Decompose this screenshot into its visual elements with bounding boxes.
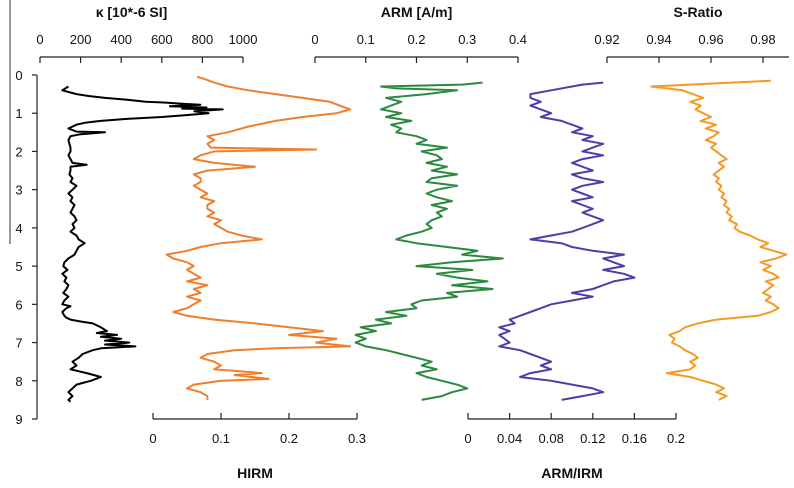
x-tick-label: 0.12 [580,431,605,446]
x-tick-label: 1000 [229,32,258,47]
x-tick-label: 800 [192,32,214,47]
y-tick-label: 6 [15,297,22,312]
x-tick-label: 0 [464,431,471,446]
panel-1: 0 200 400 600 800 1000 κ [10*-6 SI] [36,4,258,403]
y-tick-label: 5 [15,259,22,274]
series-line-2 [165,75,352,400]
x-tick-label: 0.1 [357,32,375,47]
panel-3: 0 0.1 0.2 0.3 0.4 ARM [A/m] [311,4,527,401]
chart-panels: 0 200 400 600 800 1000 κ [10*-6 SI] 0 0.1 0.2 0.3 H… [36,4,789,481]
y-tick-label: 4 [15,221,22,236]
x-tick-label: 0 [149,431,156,446]
x-tick-label: 0.98 [750,32,775,47]
x-tick-label: 600 [151,32,173,47]
y-tick-label: 2 [15,144,22,159]
panel-5: 0.92 0.94 0.96 0.98 S-Ratio [594,4,789,401]
x-tick-label: 0.08 [539,431,564,446]
y-tick-label: 1 [15,106,22,121]
x-tick-label: 0.94 [646,32,671,47]
series-line-5 [650,79,788,401]
panel-title: HIRM [237,465,273,481]
x-tick-label: 0.92 [594,32,619,47]
x-tick-label: 0.3 [458,32,476,47]
series-line-4 [498,81,636,401]
panel-title: κ [10*-6 SI] [96,4,168,20]
y-tick-label: 7 [15,336,22,351]
panel-title: S-Ratio [674,4,723,20]
depth-axis: 0 1 2 3 4 5 6 7 8 9 [9,0,38,427]
y-tick-label: 8 [15,374,22,389]
x-tick-label: 0.2 [667,431,685,446]
x-tick-label: 400 [110,32,132,47]
series-line-3 [354,81,504,401]
panel-4: 0 0.04 0.08 0.12 0.16 0.2 ARM/IRM [464,81,685,481]
x-tick-label: 200 [70,32,92,47]
y-tick-label: 3 [15,183,22,198]
panel-2: 0 0.1 0.2 0.3 HIRM [149,75,366,481]
x-tick-label: 0 [36,32,43,47]
x-tick-label: 0.1 [212,431,230,446]
series-line-1 [61,85,224,403]
x-tick-label: 0.4 [509,32,527,47]
x-tick-label: 0 [311,32,318,47]
panel-title: ARM/IRM [541,465,602,481]
x-tick-label: 0.16 [622,431,647,446]
x-tick-label: 0.2 [280,431,298,446]
x-tick-label: 0.04 [497,431,522,446]
y-tick-label: 9 [15,412,22,427]
x-tick-label: 0.96 [698,32,723,47]
x-tick-label: 0.3 [348,431,366,446]
x-tick-label: 0.2 [407,32,425,47]
panel-title: ARM [A/m] [381,4,453,20]
y-tick-label: 0 [15,68,22,83]
